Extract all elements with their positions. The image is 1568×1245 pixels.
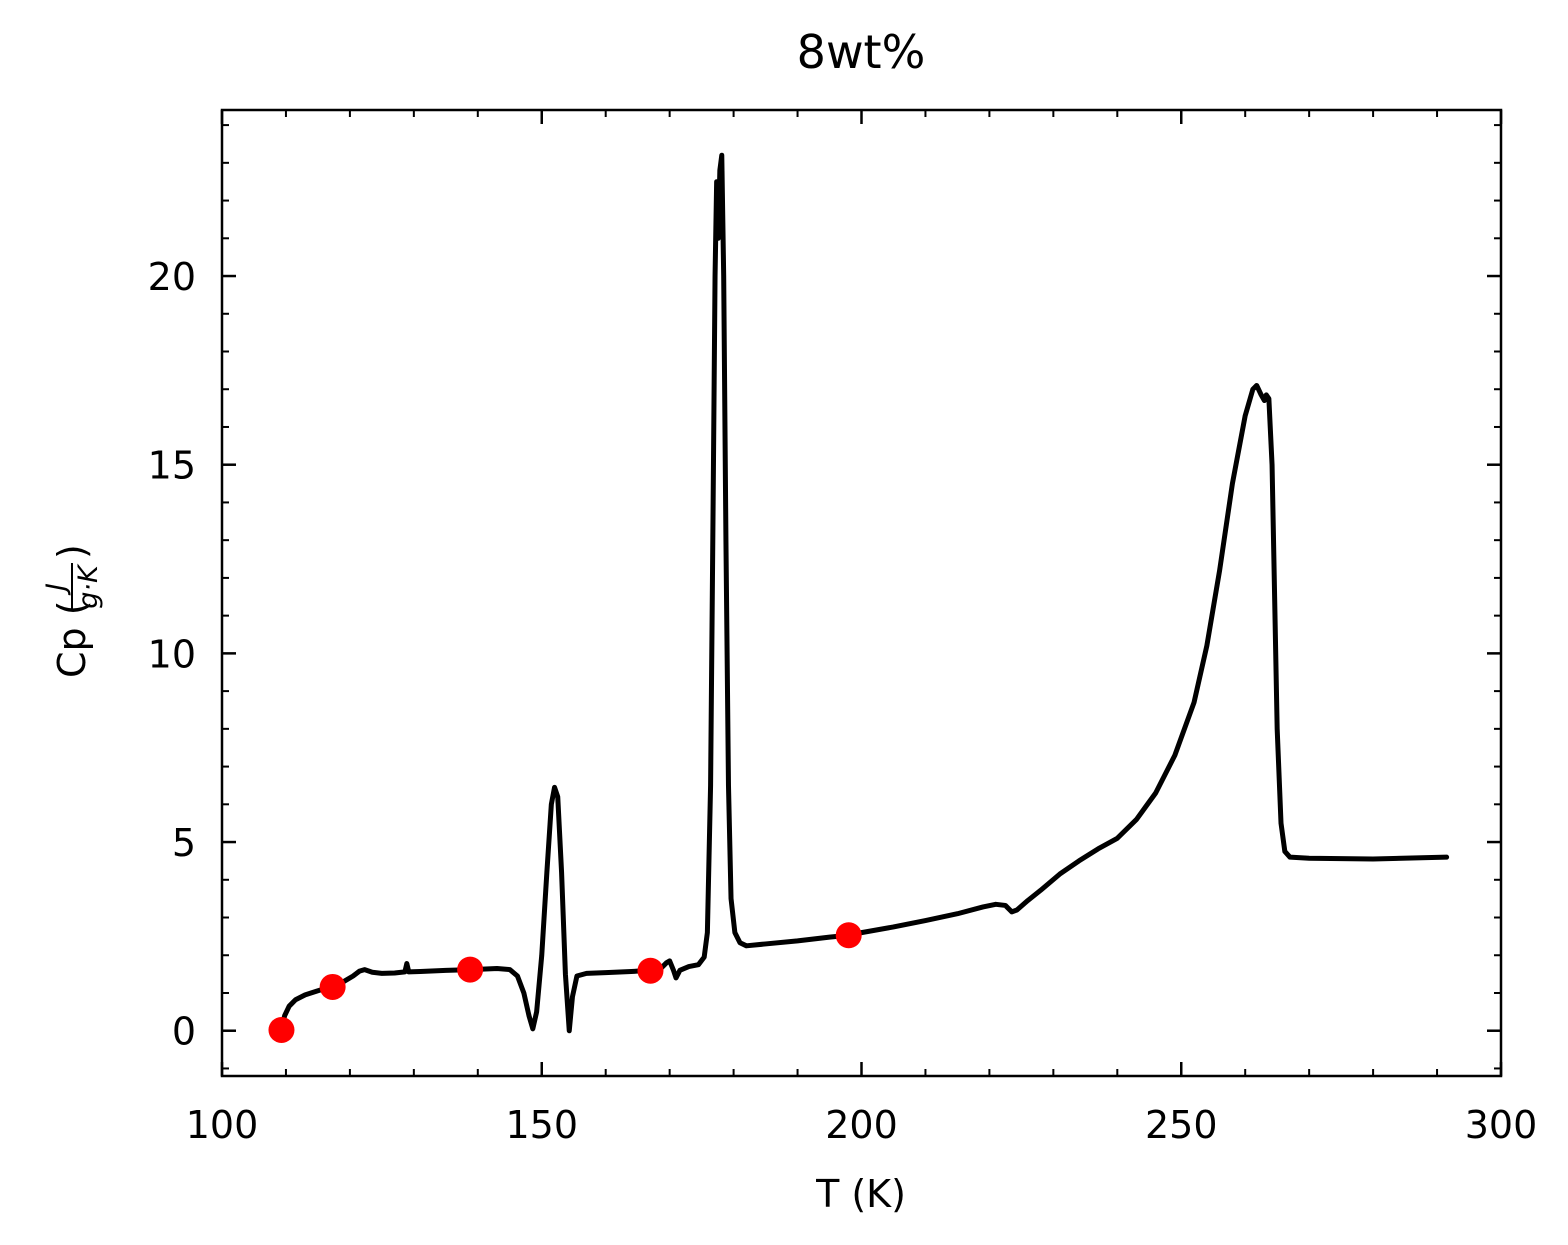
x-axis-label: T (K) bbox=[815, 1172, 906, 1216]
x-tick-label: 200 bbox=[825, 1103, 898, 1147]
y-tick-label: 10 bbox=[148, 632, 196, 676]
series-layer bbox=[268, 152, 1450, 1043]
y-tick-label: 20 bbox=[148, 255, 196, 299]
chart-title: 8wt% bbox=[797, 25, 926, 79]
x-tick-label: 300 bbox=[1465, 1103, 1538, 1147]
y-axis-label-denominator: g·K bbox=[73, 563, 104, 609]
scatter-marker bbox=[268, 1016, 295, 1043]
scatter-marker bbox=[319, 973, 346, 1000]
tick-marks bbox=[220, 110, 1503, 1076]
y-tick-label: 0 bbox=[172, 1010, 196, 1054]
y-axis-label-prefix: Cp ( bbox=[50, 600, 94, 678]
scatter-marker bbox=[637, 957, 664, 984]
y-tick-label: 15 bbox=[148, 444, 196, 488]
y-axis-label-numerator: J bbox=[41, 583, 72, 596]
scatter-marker bbox=[835, 922, 862, 949]
scatter-marker bbox=[457, 956, 484, 983]
x-tick-label: 150 bbox=[505, 1103, 578, 1147]
plot-area: 100 150 200 250 300 0 5 10 15 20 bbox=[148, 108, 1538, 1147]
tick-labels: 100 150 200 250 300 0 5 10 15 20 bbox=[148, 255, 1538, 1147]
y-tick-label: 5 bbox=[172, 821, 196, 865]
x-tick-label: 100 bbox=[186, 1103, 259, 1147]
cp-curve-line bbox=[278, 152, 1450, 1034]
x-tick-label: 250 bbox=[1145, 1103, 1218, 1147]
y-axis-label-suffix: ) bbox=[50, 544, 94, 559]
y-axis-label: Cp ( J g·K ) bbox=[41, 544, 104, 678]
